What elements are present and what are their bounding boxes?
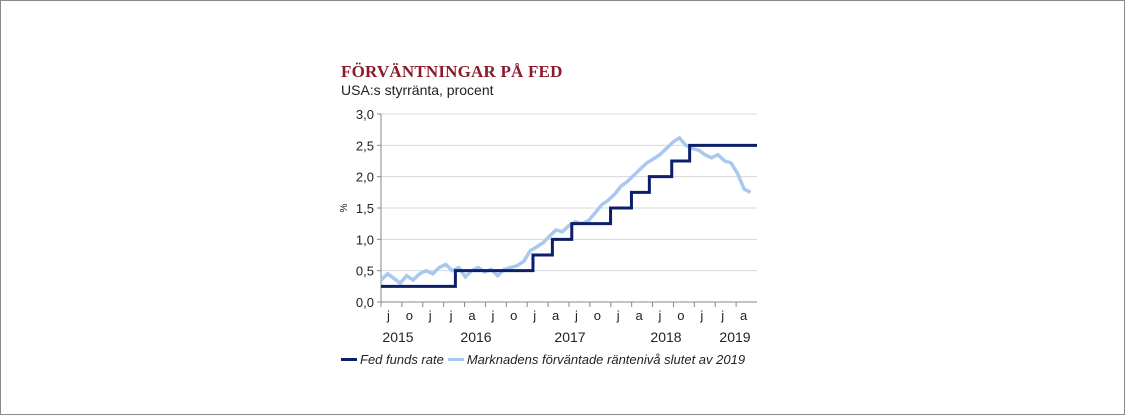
x-year-label: 2015 bbox=[382, 329, 413, 345]
legend-swatch-fed-funds bbox=[341, 358, 357, 361]
x-month-label: j bbox=[658, 308, 662, 323]
legend-label-fed-funds: Fed funds rate bbox=[360, 352, 444, 367]
x-month-label: j bbox=[720, 308, 724, 323]
y-tick-label: 1,0 bbox=[356, 232, 374, 247]
x-month-label: o bbox=[510, 308, 517, 323]
y-tick-label: 3,0 bbox=[356, 107, 374, 122]
x-month-label: o bbox=[677, 308, 684, 323]
chart-title: FÖRVÄNTNINGAR PÅ FED bbox=[341, 62, 563, 81]
legend-item-fed-funds: Fed funds rate bbox=[341, 352, 444, 367]
x-month-label: j bbox=[449, 308, 453, 323]
legend: Fed funds rate Marknadens förväntade rän… bbox=[341, 352, 749, 367]
x-month-label: j bbox=[616, 308, 620, 323]
y-tick-label: 2,5 bbox=[356, 138, 374, 153]
x-month-label: j bbox=[490, 308, 494, 323]
x-month-label: j bbox=[428, 308, 432, 323]
x-year-label: 2016 bbox=[460, 329, 491, 345]
y-tick-label: 0,0 bbox=[356, 295, 374, 310]
series-line-market-expectation bbox=[379, 135, 752, 286]
y-axis-label: % bbox=[339, 203, 350, 212]
x-month-label: o bbox=[594, 308, 601, 323]
chart-subtitle: USA:s styrränta, procent bbox=[341, 82, 494, 98]
x-month-label: a bbox=[552, 308, 560, 323]
y-tick-label: 1,5 bbox=[356, 201, 374, 216]
x-year-label: 2019 bbox=[719, 329, 750, 345]
x-year-label: 2017 bbox=[554, 329, 585, 345]
y-tick-label: 0,5 bbox=[356, 264, 374, 279]
x-month-label: a bbox=[740, 308, 748, 323]
series-line-fed-funds bbox=[381, 143, 757, 288]
x-month-label: j bbox=[699, 308, 703, 323]
x-month-label: j bbox=[574, 308, 578, 323]
y-tick-label: 2,0 bbox=[356, 170, 374, 185]
legend-label-market-expectation: Marknadens förväntade räntenivå slutet a… bbox=[466, 352, 746, 367]
x-month-label: j bbox=[532, 308, 536, 323]
x-month-label: o bbox=[406, 308, 413, 323]
legend-item-market-expectation: Marknadens förväntade räntenivå slutet a… bbox=[447, 352, 746, 367]
x-month-label: a bbox=[635, 308, 643, 323]
x-month-label: a bbox=[468, 308, 476, 323]
x-month-label: j bbox=[386, 308, 390, 323]
legend-swatch-market-expectation bbox=[447, 358, 464, 361]
x-year-label: 2018 bbox=[650, 329, 681, 345]
